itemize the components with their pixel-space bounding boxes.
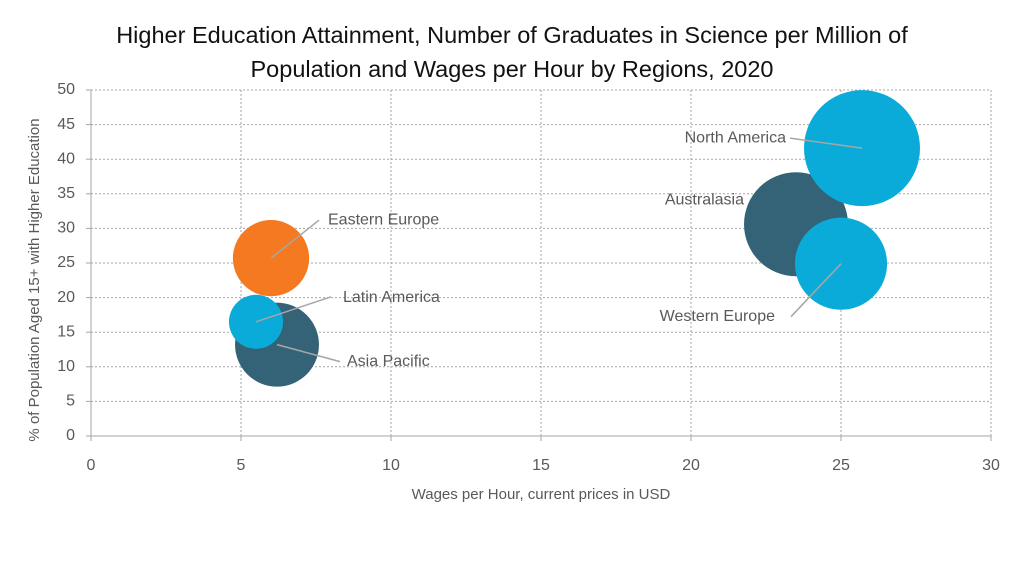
y-tick-label: 20 xyxy=(57,289,75,306)
leader-line xyxy=(276,343,341,363)
data-label: Latin America xyxy=(343,289,440,306)
chart-title: Higher Education Attainment, Number of G… xyxy=(116,22,908,82)
leader-line xyxy=(790,263,842,318)
bubble xyxy=(228,294,284,349)
data-label: Australasia xyxy=(665,191,744,208)
x-axis-label: Wages per Hour, current prices in USD xyxy=(412,486,671,503)
y-tick-label: 0 xyxy=(66,427,75,444)
leader-line xyxy=(255,296,332,323)
x-tick-label: 15 xyxy=(532,457,550,474)
y-tick-label: 45 xyxy=(57,116,75,133)
y-tick-label: 5 xyxy=(66,393,75,410)
x-tick-label: 10 xyxy=(382,457,400,474)
y-tick-label: 50 xyxy=(57,81,75,98)
y-tick-label: 25 xyxy=(57,254,75,271)
y-tick-label: 30 xyxy=(57,220,75,237)
leader-line xyxy=(789,137,863,149)
data-label: Eastern Europe xyxy=(328,211,439,228)
data-label: Western Europe xyxy=(660,308,775,325)
y-tick-label: 35 xyxy=(57,185,75,202)
leader-line xyxy=(270,219,320,259)
x-tick-label: 20 xyxy=(682,457,700,474)
x-tick-label: 30 xyxy=(982,457,1000,474)
y-tick-label: 10 xyxy=(57,358,75,375)
y-tick-label: 15 xyxy=(57,323,75,340)
y-axis-label: % of Population Aged 15+ with Higher Edu… xyxy=(26,118,43,441)
data-label: Asia Pacific xyxy=(347,353,430,370)
x-tick-label: 25 xyxy=(832,457,850,474)
y-tick-label: 40 xyxy=(57,150,75,167)
x-tick-label: 5 xyxy=(237,457,246,474)
data-label: North America xyxy=(685,129,786,146)
x-tick-label: 0 xyxy=(87,457,96,474)
